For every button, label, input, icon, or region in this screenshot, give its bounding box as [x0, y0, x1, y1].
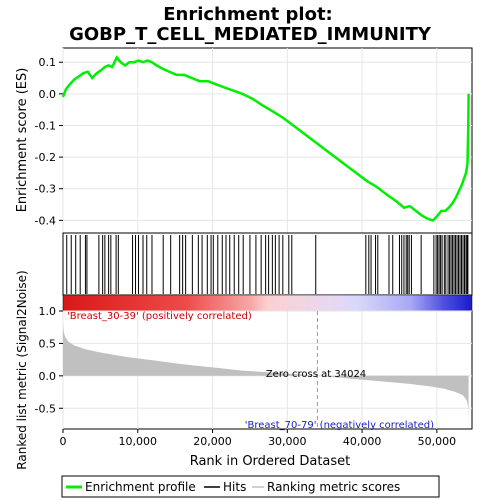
zero-cross-label: Zero cross at 34024: [266, 369, 366, 380]
enrichment-profile-line: [61, 55, 470, 222]
es-panel-frame: [62, 47, 473, 234]
metric-y-tick-label: -0.5: [35, 402, 56, 415]
x-tick-label: 10,000: [119, 435, 158, 448]
es-y-tick-label: 0.1: [39, 56, 57, 69]
hit-ticks: [66, 235, 469, 294]
es-panel: 0.1 0.0 -0.1 -0.2 -0.3 -0.4 Enrichment score …: [15, 47, 473, 234]
x-ticks: 0 10,000 20,000 30,000 40,000 50,000: [60, 429, 457, 448]
chart-title-line2: GOBP_T_CELL_MEDIATED_IMMUNITY: [69, 24, 432, 45]
x-tick-label: 20,000: [193, 435, 232, 448]
metric-y-tick-label: 1.0: [39, 305, 57, 318]
legend: Enrichment profile Hits Ranking metric s…: [61, 475, 440, 498]
x-tick-label: 30,000: [268, 435, 307, 448]
es-y-axis-label: Enrichment score (ES): [15, 68, 30, 213]
x-tick-label: 50,000: [418, 435, 457, 448]
legend-box: [61, 475, 440, 498]
legend-enrichment-label: Enrichment profile: [85, 480, 196, 494]
es-y-tick-label: 0.0: [39, 88, 57, 101]
metric-y-axis-label: Ranked list metric (Signal2Noise): [15, 270, 29, 469]
negative-correlation-label: 'Breast_70-79' (negatively correlated): [245, 420, 434, 431]
metric-y-ticks: 1.0 0.5 0.0 -0.5: [35, 305, 63, 415]
x-tick-label: 0: [60, 435, 67, 448]
metric-y-tick-label: 0.5: [39, 337, 57, 350]
rank-color-bar: [62, 294, 473, 312]
chart-title-line1: Enrichment plot:: [163, 4, 333, 25]
es-y-tick-label: -0.3: [35, 183, 56, 196]
metric-y-tick-label: 0.0: [39, 370, 57, 383]
metric-panel: 1.0 0.5 0.0 -0.5 'Breast_30-39' (positively…: [15, 270, 473, 470]
hits-panel: [62, 232, 473, 296]
es-y-tick-label: -0.4: [35, 214, 56, 227]
positive-correlation-label: 'Breast_30-39' (positively correlated): [67, 311, 252, 322]
ranking-metric-area: [63, 324, 469, 428]
es-y-tick-label: -0.2: [35, 151, 56, 164]
legend-hits-label: Hits: [223, 480, 246, 494]
hits-panel-frame: [62, 232, 473, 296]
es-y-ticks: 0.1 0.0 -0.1 -0.2 -0.3 -0.4: [35, 56, 63, 227]
x-axis-label: Rank in Ordered Dataset: [190, 454, 351, 469]
es-y-tick-label: -0.1: [35, 119, 56, 132]
legend-ranking-label: Ranking metric scores: [267, 480, 400, 494]
x-tick-label: 40,000: [343, 435, 382, 448]
